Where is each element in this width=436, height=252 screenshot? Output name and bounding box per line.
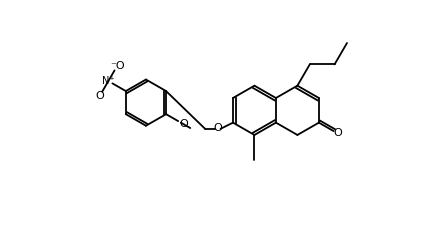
Text: N⁺: N⁺ xyxy=(102,76,115,86)
Text: O: O xyxy=(95,91,104,101)
Text: O: O xyxy=(333,129,342,138)
Text: O: O xyxy=(179,119,188,129)
Text: O: O xyxy=(213,123,222,133)
Text: ⁻O: ⁻O xyxy=(110,61,125,71)
